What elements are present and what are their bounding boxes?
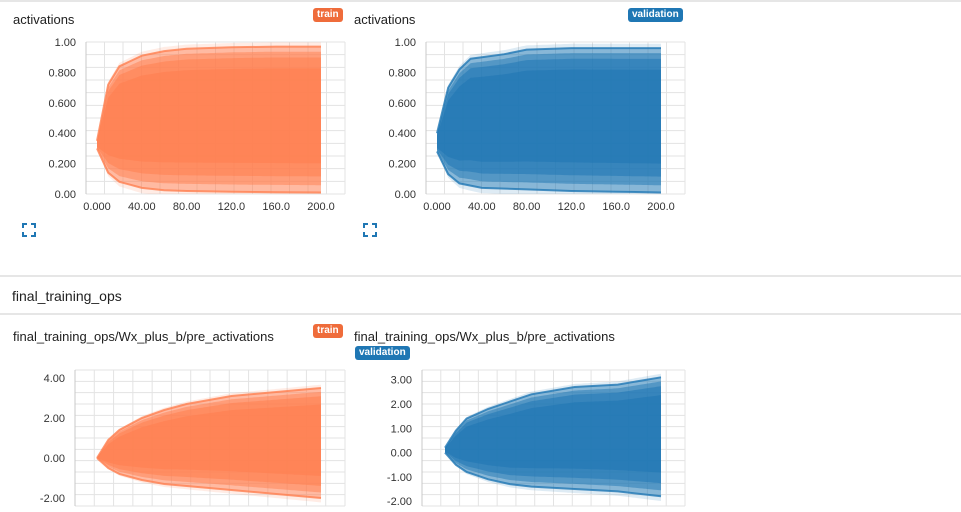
x-tick-label: 80.00 xyxy=(173,201,201,213)
y-tick-label: -2.00 xyxy=(387,496,412,508)
x-tick-label: 40.00 xyxy=(128,201,156,213)
distribution-edge xyxy=(96,147,322,194)
pre-activations-train-chart: 4.00 2.00 0.00 -2.00 xyxy=(40,369,346,507)
expand-icon[interactable] xyxy=(22,223,36,237)
y-tick-label: 0.00 xyxy=(395,189,416,201)
y-tick-label: -2.00 xyxy=(40,493,65,505)
section-divider xyxy=(0,275,961,277)
y-tick-label: 2.00 xyxy=(391,399,412,411)
y-tick-label: 0.00 xyxy=(44,453,65,465)
pre-activations-validation-chart: 3.00 2.00 1.00 0.00 -1.00 -2.00 xyxy=(387,369,686,508)
x-tick-label: 0.000 xyxy=(423,201,451,213)
y-tick-label: 0.400 xyxy=(388,128,416,140)
activations-validation-card: activations validation 1.00 0.800 0.600 0.4… xyxy=(346,4,692,244)
y-tick-label: 0.00 xyxy=(391,448,412,460)
x-tick-label: 120.0 xyxy=(558,201,586,213)
validation-tag: validation xyxy=(355,346,410,360)
x-tick-label: 0.000 xyxy=(83,201,111,213)
x-tick-label: 120.0 xyxy=(218,201,246,213)
validation-tag: validation xyxy=(628,8,683,22)
y-tick-label: 4.00 xyxy=(44,373,65,385)
y-tick-label: -1.00 xyxy=(387,472,412,484)
distribution-band xyxy=(437,69,661,164)
x-tick-label: 40.00 xyxy=(468,201,496,213)
y-tick-label: 0.200 xyxy=(388,159,416,171)
y-tick-label: 2.00 xyxy=(44,413,65,425)
x-tick-label: 200.0 xyxy=(307,201,335,213)
top-divider xyxy=(0,0,961,2)
section-title[interactable]: final_training_ops xyxy=(12,288,122,304)
card-title: final_training_ops/Wx_plus_b/pre_activat… xyxy=(354,329,615,344)
distribution-band xyxy=(445,395,661,473)
pre-activations-train-card: final_training_ops/Wx_plus_b/pre_activat… xyxy=(0,318,346,512)
activations-train-card: activations train 1.00 0.800 0.600 0.400 0.2… xyxy=(0,4,346,244)
expand-icon[interactable] xyxy=(363,223,377,237)
x-tick-label: 80.00 xyxy=(513,201,541,213)
y-tick-label: 1.00 xyxy=(395,37,416,49)
distribution-edge xyxy=(444,451,662,498)
y-tick-label: 0.200 xyxy=(48,159,76,171)
x-tick-label: 160.0 xyxy=(602,201,630,213)
activations-train-chart: 1.00 0.800 0.600 0.400 0.200 0.00 0.000 40.00 80… xyxy=(48,37,346,213)
y-tick-label: 3.00 xyxy=(391,375,412,387)
train-tag: train xyxy=(313,8,343,22)
distribution-edge xyxy=(96,45,321,141)
activations-validation-chart: 1.00 0.800 0.600 0.400 0.200 0.00 0.000 40.00 80… xyxy=(388,37,686,213)
y-tick-label: 0.800 xyxy=(388,67,416,79)
x-tick-label: 160.0 xyxy=(262,201,290,213)
y-tick-label: 0.600 xyxy=(388,98,416,110)
card-title: activations xyxy=(354,12,416,27)
card-title: final_training_ops/Wx_plus_b/pre_activat… xyxy=(13,329,274,344)
distribution-edge xyxy=(436,150,662,194)
card-title: activations xyxy=(13,12,75,27)
y-tick-label: 0.800 xyxy=(48,67,76,79)
pre-activations-validation-card: final_training_ops/Wx_plus_b/pre_activat… xyxy=(346,318,692,512)
train-tag: train xyxy=(313,324,343,338)
y-tick-label: 1.00 xyxy=(55,37,76,49)
section-divider xyxy=(0,313,961,315)
y-tick-label: 0.600 xyxy=(48,98,76,110)
y-tick-label: 0.400 xyxy=(48,128,76,140)
distribution-edge xyxy=(96,387,322,459)
distribution-band xyxy=(97,404,321,476)
y-tick-label: 1.00 xyxy=(391,423,412,435)
distribution-band xyxy=(97,68,321,164)
y-tick-label: 0.00 xyxy=(55,189,76,201)
distribution-edge xyxy=(436,47,661,134)
distribution-edge xyxy=(96,457,322,499)
distribution-edge xyxy=(444,376,662,449)
x-tick-label: 200.0 xyxy=(647,201,675,213)
